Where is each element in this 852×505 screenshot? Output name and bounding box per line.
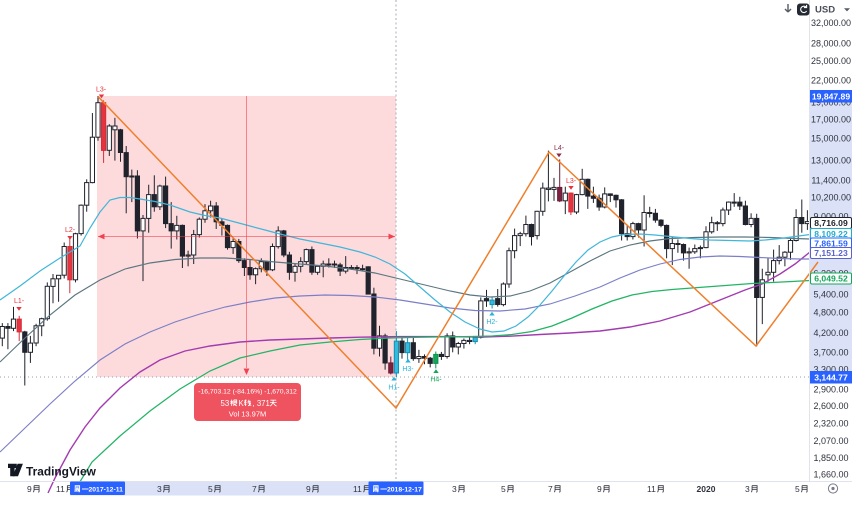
svg-text:L1-: L1- bbox=[14, 298, 25, 305]
svg-text:L3-: L3- bbox=[96, 87, 107, 94]
svg-text:9,000.00: 9,000.00 bbox=[813, 212, 848, 222]
svg-text:4,200.00: 4,200.00 bbox=[813, 328, 848, 338]
svg-text:3: 3 bbox=[157, 484, 162, 494]
svg-text:22,000.00: 22,000.00 bbox=[811, 75, 851, 85]
svg-text:, 371: , 371 bbox=[253, 399, 270, 408]
svg-text:L2-: L2- bbox=[65, 227, 76, 234]
svg-text:13,000.00: 13,000.00 bbox=[811, 156, 851, 166]
svg-text:11,400.00: 11,400.00 bbox=[811, 176, 850, 186]
svg-text:USD: USD bbox=[815, 5, 835, 16]
svg-text:5: 5 bbox=[208, 484, 213, 494]
svg-text:2,070.00: 2,070.00 bbox=[813, 436, 848, 446]
svg-text:11: 11 bbox=[647, 484, 656, 494]
svg-text:9: 9 bbox=[597, 484, 602, 494]
svg-text:H3-: H3- bbox=[402, 366, 414, 373]
svg-text:8,716.09: 8,716.09 bbox=[814, 218, 848, 228]
svg-text:3,700.00: 3,700.00 bbox=[813, 347, 848, 357]
svg-text:H1-: H1- bbox=[388, 385, 400, 392]
svg-text:25,000.00: 25,000.00 bbox=[811, 56, 851, 66]
svg-text:8,109.22: 8,109.22 bbox=[814, 229, 848, 239]
svg-text:7: 7 bbox=[548, 484, 553, 494]
svg-text:7,151.23: 7,151.23 bbox=[814, 248, 848, 258]
svg-text:L3-: L3- bbox=[566, 178, 577, 185]
svg-text:17,000.00: 17,000.00 bbox=[811, 115, 851, 125]
svg-text:H2-: H2- bbox=[486, 319, 498, 326]
svg-text:3: 3 bbox=[452, 484, 457, 494]
svg-text:7: 7 bbox=[252, 484, 257, 494]
svg-text:2018-12-17: 2018-12-17 bbox=[387, 486, 422, 493]
svg-text:28,000.00: 28,000.00 bbox=[811, 39, 851, 49]
svg-text:5: 5 bbox=[501, 484, 506, 494]
svg-text:19,847.89: 19,847.89 bbox=[812, 92, 850, 102]
svg-text:4,800.00: 4,800.00 bbox=[813, 308, 848, 318]
svg-text:5: 5 bbox=[795, 484, 800, 494]
svg-text:10,200.00: 10,200.00 bbox=[811, 193, 851, 203]
svg-text:K: K bbox=[239, 399, 245, 408]
svg-text:11: 11 bbox=[353, 484, 362, 494]
svg-text:32,000.00: 32,000.00 bbox=[811, 18, 851, 28]
svg-text:L4-: L4- bbox=[554, 145, 565, 152]
svg-text:2017-12-11: 2017-12-11 bbox=[89, 486, 124, 493]
svg-text:6,049.52: 6,049.52 bbox=[814, 274, 848, 284]
svg-text:3: 3 bbox=[745, 484, 750, 494]
svg-text:-16,703.12 (-84.16%) -1,670,31: -16,703.12 (-84.16%) -1,670,312 bbox=[198, 389, 297, 396]
svg-text:Vol 13.97M: Vol 13.97M bbox=[229, 410, 267, 419]
svg-text:15,000.00: 15,000.00 bbox=[811, 134, 851, 144]
svg-text:9: 9 bbox=[306, 484, 311, 494]
svg-text:19,000.00: 19,000.00 bbox=[811, 98, 851, 108]
svg-text:2,600.00: 2,600.00 bbox=[813, 401, 848, 411]
svg-text:2020: 2020 bbox=[697, 484, 716, 494]
svg-text:2,900.00: 2,900.00 bbox=[813, 384, 848, 394]
svg-text:7,861.59: 7,861.59 bbox=[814, 239, 848, 249]
svg-text:1,850.00: 1,850.00 bbox=[813, 453, 848, 463]
svg-text:H4-: H4- bbox=[430, 377, 442, 384]
svg-text:3,300.00: 3,300.00 bbox=[813, 365, 848, 375]
svg-text:1,660.00: 1,660.00 bbox=[813, 470, 848, 480]
svg-text:11: 11 bbox=[56, 484, 65, 494]
svg-text:9: 9 bbox=[27, 484, 32, 494]
svg-text:3,144.77: 3,144.77 bbox=[814, 373, 848, 383]
svg-text:53: 53 bbox=[221, 399, 230, 408]
svg-text:TradingView: TradingView bbox=[26, 464, 97, 478]
svg-text:2,320.00: 2,320.00 bbox=[813, 419, 848, 429]
svg-text:5,400.00: 5,400.00 bbox=[813, 290, 848, 300]
